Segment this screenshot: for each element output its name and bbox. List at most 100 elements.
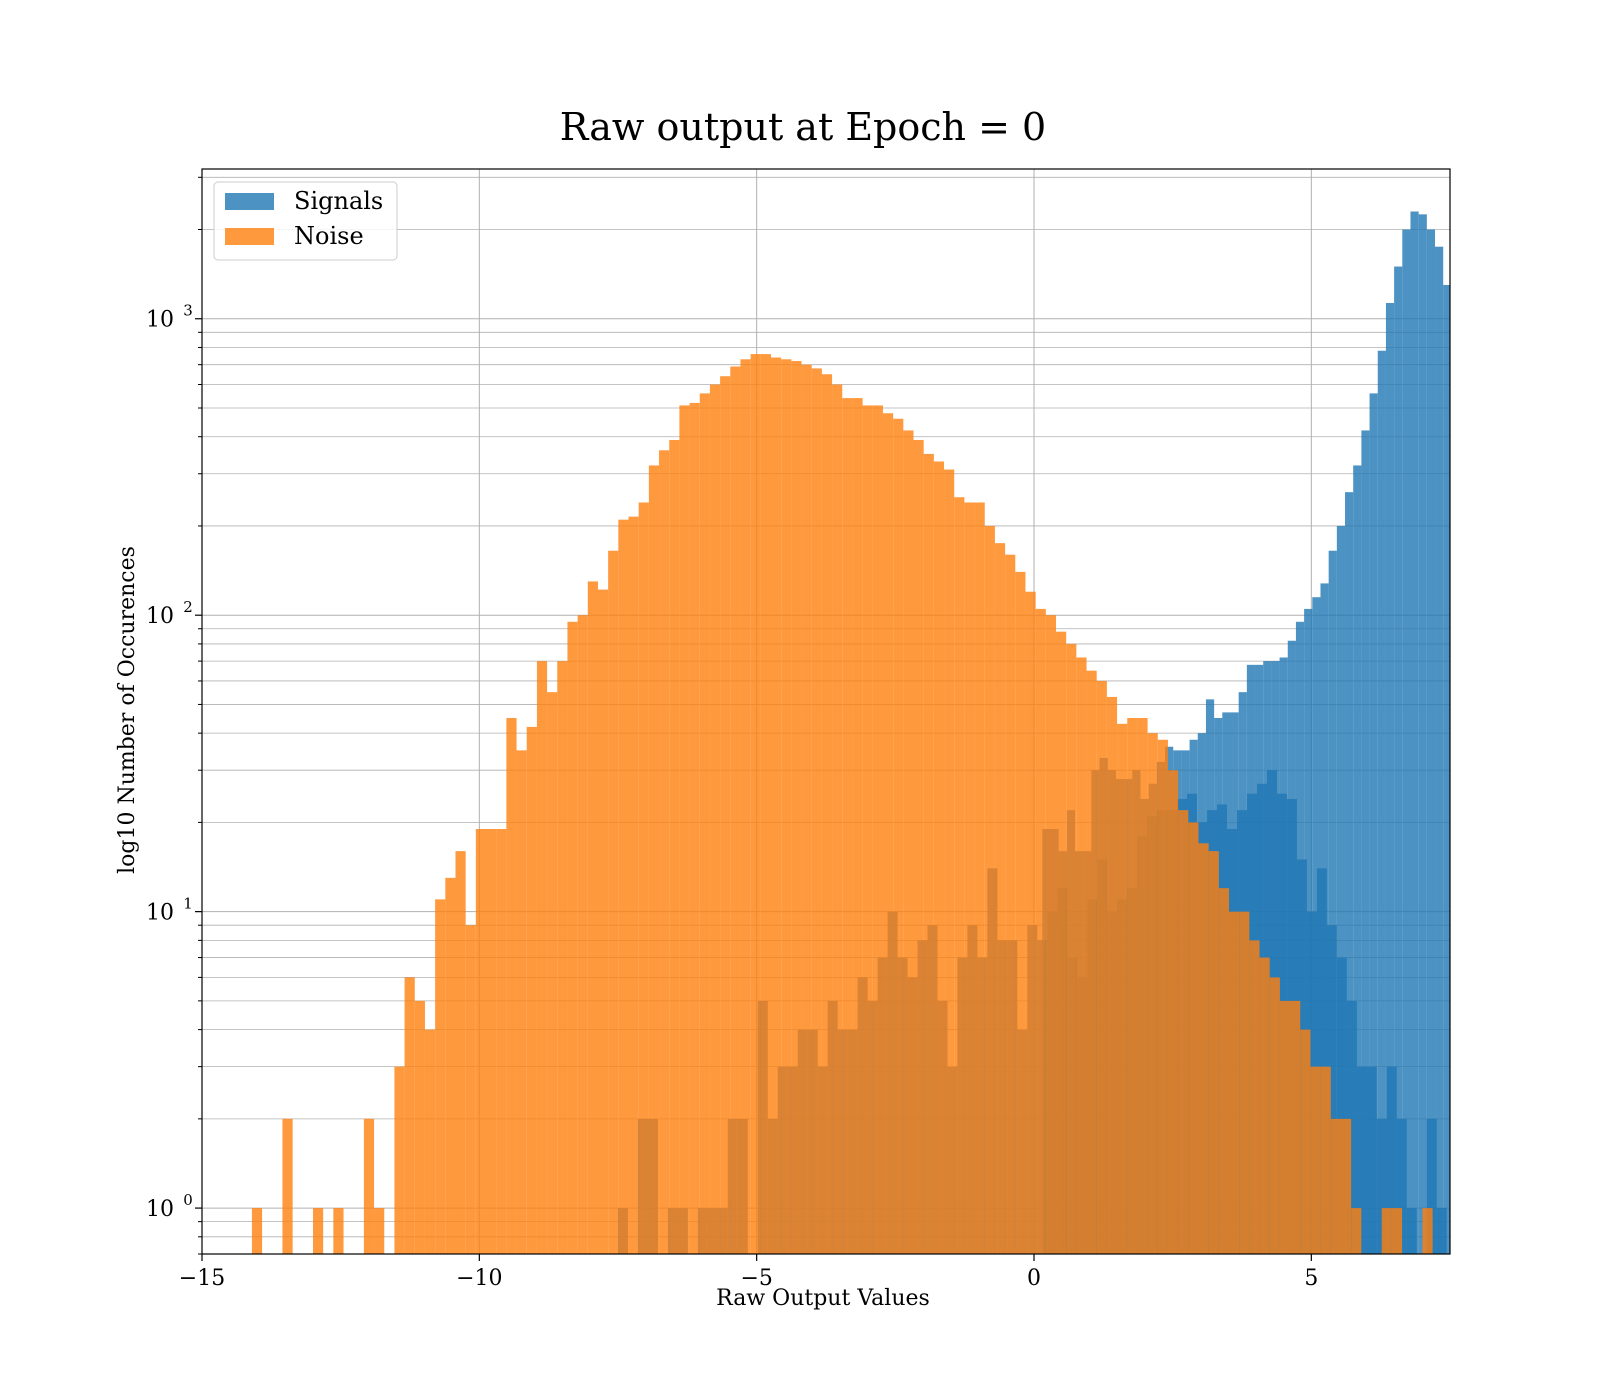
histogram-bar [1096, 680, 1107, 1254]
histogram-bar [1239, 911, 1250, 1254]
histogram-bar [1035, 608, 1046, 1254]
histogram-bar [1320, 583, 1329, 1254]
histogram-bar [1295, 621, 1305, 1254]
legend: Signals Noise [213, 181, 398, 261]
histogram-bar [1320, 1066, 1331, 1254]
histogram-bar [1229, 911, 1240, 1254]
histogram-bar [628, 516, 639, 1254]
histogram-bar [933, 461, 945, 1255]
histogram-bar [1328, 550, 1337, 1254]
chart-title: Raw output at Epoch = 0 [560, 105, 1046, 149]
histogram-bar [964, 502, 975, 1254]
histogram-bar [1086, 670, 1097, 1254]
histogram-bar [852, 398, 863, 1254]
histogram-bar [506, 717, 517, 1254]
histogram-bar [557, 661, 568, 1254]
histogram-bar [984, 525, 995, 1254]
histogram-bar [1066, 643, 1077, 1254]
y-tick-label: 10 [146, 604, 174, 629]
histogram-bar [1045, 615, 1056, 1254]
histogram-bar [1402, 229, 1411, 1254]
histogram-bar [801, 364, 812, 1255]
histogram-bar [862, 405, 873, 1255]
histogram-bar [1279, 1000, 1291, 1254]
histogram-bar [282, 1118, 293, 1254]
histogram-bar [1249, 940, 1260, 1254]
histogram-bar [526, 726, 537, 1254]
histogram-bar [1127, 717, 1138, 1254]
y-tick-label: 10 [146, 1197, 174, 1222]
histogram-bar [587, 581, 598, 1254]
histogram-bars [251, 211, 1450, 1255]
histogram-bar [1269, 977, 1280, 1254]
histogram-bar [638, 502, 649, 1254]
histogram-bar [1076, 657, 1087, 1254]
histogram-bar [821, 374, 833, 1254]
histogram-bar [1369, 393, 1378, 1254]
histogram-bar [659, 450, 670, 1254]
histogram-bar [791, 361, 802, 1255]
histogram-bar [1361, 430, 1370, 1254]
histogram-bar [882, 413, 894, 1255]
legend-label-signals: Signals [294, 187, 383, 215]
y-axis-label: log10 Number of Occurences [115, 546, 140, 874]
y-tick-exponent: 2 [183, 598, 193, 616]
histogram-bar [709, 384, 721, 1255]
legend-label-noise: Noise [294, 222, 364, 250]
histogram-bar [1271, 661, 1280, 1254]
legend-swatch-noise [225, 228, 274, 245]
histogram-bar [842, 398, 853, 1254]
histogram-bar [699, 393, 710, 1254]
histogram-bar [465, 925, 476, 1254]
y-tick-label: 10 [146, 308, 174, 333]
histogram-bar [496, 829, 507, 1254]
histogram-bar [974, 502, 985, 1254]
histogram-bar [1377, 350, 1386, 1254]
histogram-bar [1391, 1208, 1403, 1254]
histogram-bar [923, 453, 934, 1254]
x-tick-label: −5 [740, 1266, 772, 1291]
histogram-bar [363, 1118, 375, 1254]
histogram-bar [1345, 492, 1354, 1255]
histogram-bar [547, 692, 558, 1254]
histogram-bar [1310, 1066, 1321, 1254]
histogram-bar [445, 877, 456, 1254]
y-tick-exponent: 1 [183, 895, 193, 913]
histogram-bar [893, 418, 904, 1254]
histogram-bar [1443, 284, 1450, 1254]
histogram-bar [1198, 843, 1209, 1254]
histogram-bar [1167, 770, 1179, 1254]
histogram-bar [608, 550, 619, 1254]
y-tick-exponent: 0 [183, 1191, 193, 1209]
histogram-bar [1385, 303, 1395, 1254]
histogram-bar [1259, 957, 1270, 1254]
histogram-bar [1351, 1208, 1362, 1254]
histogram-bar [1287, 640, 1296, 1254]
histogram-bar [913, 439, 924, 1255]
histogram-bar [1340, 1118, 1352, 1254]
histogram-bar [567, 621, 578, 1254]
histogram-bar [1290, 1000, 1301, 1254]
histogram-bar [1312, 597, 1321, 1254]
histogram-bar [1336, 525, 1346, 1254]
histogram-bar [1304, 608, 1313, 1254]
histogram-bar [903, 430, 914, 1254]
histogram-bar [516, 750, 527, 1254]
axes: −15 −10 −5 0 5 10 0 10 1 10 2 10 3 [146, 168, 1451, 1291]
histogram-bar [720, 376, 731, 1254]
histogram-bar [394, 1066, 405, 1254]
histogram-bar [1394, 266, 1403, 1254]
histogram-bar [1410, 211, 1419, 1255]
histogram-bar [669, 439, 680, 1255]
histogram-bar [760, 354, 772, 1254]
histogram-bar [1218, 888, 1230, 1254]
histogram-bar [994, 543, 1006, 1254]
histogram-bar [1300, 1029, 1311, 1254]
histogram-bar [1178, 810, 1189, 1254]
histogram-bar [1353, 465, 1362, 1255]
histogram-bar [597, 589, 609, 1254]
histogram-bar [536, 661, 548, 1254]
histogram-bar [648, 465, 660, 1255]
histogram-bar [811, 368, 822, 1254]
histogram-bar [1208, 851, 1219, 1254]
